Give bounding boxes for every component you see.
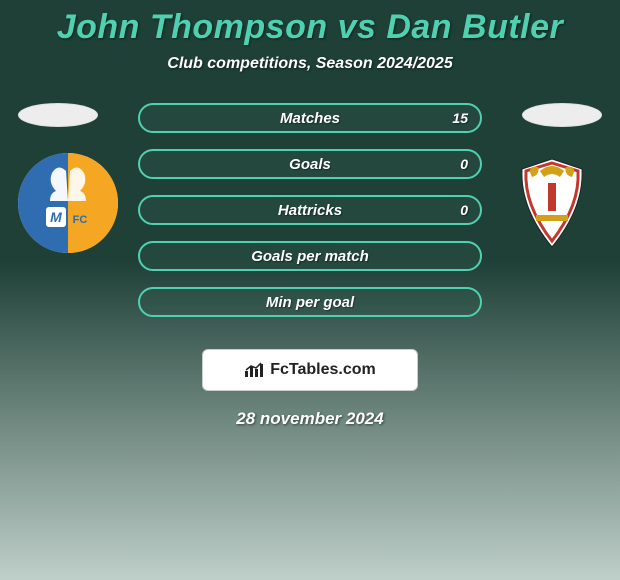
stat-pill-goals-per-match: Goals per match: [138, 241, 482, 271]
stat-label: Matches: [280, 110, 340, 127]
stat-pill-hattricks: Hattricks 0: [138, 195, 482, 225]
branding-text: FcTables.com: [270, 361, 376, 379]
branding-badge: FcTables.com: [202, 349, 418, 391]
stat-pill-min-per-goal: Min per goal: [138, 287, 482, 317]
page-subtitle: Club competitions, Season 2024/2025: [0, 55, 620, 73]
stat-label: Min per goal: [266, 294, 354, 311]
bar-chart-icon: [244, 362, 264, 378]
snapshot-date: 28 november 2024: [0, 409, 620, 429]
stat-pill-matches: Matches 15: [138, 103, 482, 133]
stat-pill-goals: Goals 0: [138, 149, 482, 179]
page-title: John Thompson vs Dan Butler: [0, 0, 620, 47]
comparison-body: M FC Matches 15: [0, 103, 620, 333]
svg-text:M: M: [50, 209, 62, 225]
team-crest-right: [502, 153, 602, 253]
stat-right-value: 0: [460, 151, 468, 177]
stevenage-crest-icon: [502, 153, 602, 253]
stat-label: Hattricks: [278, 202, 342, 219]
team-crest-left: M FC: [18, 153, 118, 253]
stat-label: Goals: [289, 156, 331, 173]
stat-label: Goals per match: [251, 248, 369, 265]
comparison-card: John Thompson vs Dan Butler Club competi…: [0, 0, 620, 580]
svg-text:FC: FC: [73, 214, 88, 226]
player-photo-left: [18, 103, 98, 127]
mansfield-crest-icon: M FC: [18, 153, 118, 253]
stat-right-value: 0: [460, 197, 468, 223]
player-photo-right: [522, 103, 602, 127]
stat-right-value: 15: [452, 105, 468, 131]
stat-pill-list: Matches 15 Goals 0 Hattricks 0 Goals per…: [138, 103, 482, 317]
